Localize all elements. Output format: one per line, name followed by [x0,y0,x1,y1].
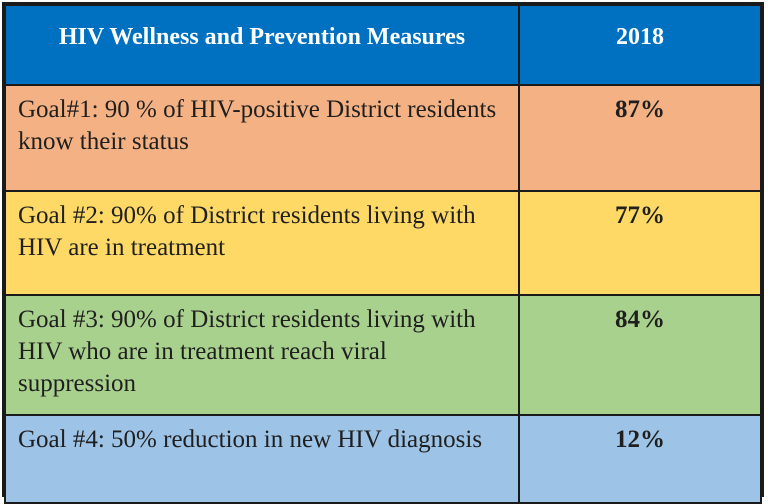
goal-text: Goal#1: 90 % of HIV-positive District re… [18,96,497,155]
header-measure: HIV Wellness and Prevention Measures [4,4,520,86]
table-row: Goal #4: 50% reduction in new HIV diagno… [4,414,762,504]
goal-cell: Goal #4: 50% reduction in new HIV diagno… [4,414,520,504]
value-cell: 77% [518,190,762,296]
table-header-row: HIV Wellness and Prevention Measures 201… [4,4,762,86]
goal-text: Goal #3: 90% of District residents livin… [18,306,476,397]
table-row: Goal #2: 90% of District residents livin… [4,190,762,296]
header-year-label: 2018 [616,24,664,50]
value-text: 77% [615,202,665,229]
header-measure-label: HIV Wellness and Prevention Measures [58,24,466,50]
goal-cell: Goal #3: 90% of District residents livin… [4,294,520,416]
goal-cell: Goal #2: 90% of District residents livin… [4,190,520,296]
goal-text: Goal #4: 50% reduction in new HIV diagno… [18,426,483,453]
goal-cell: Goal#1: 90 % of HIV-positive District re… [4,84,520,192]
header-year: 2018 [518,4,762,86]
table-row: Goal #3: 90% of District residents livin… [4,294,762,416]
measures-table: HIV Wellness and Prevention Measures 201… [4,4,762,504]
value-cell: 84% [518,294,762,416]
goal-text: Goal #2: 90% of District residents livin… [18,202,476,261]
value-text: 87% [615,96,665,123]
value-text: 12% [615,426,665,453]
table-row: Goal#1: 90 % of HIV-positive District re… [4,84,762,192]
value-cell: 12% [518,414,762,504]
value-cell: 87% [518,84,762,192]
value-text: 84% [615,306,665,333]
